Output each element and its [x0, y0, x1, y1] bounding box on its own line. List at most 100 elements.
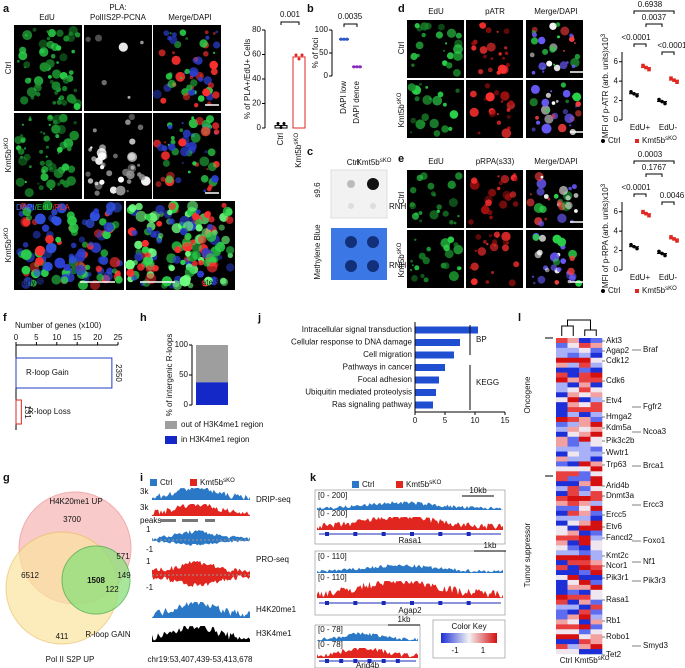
- heatmap-cell: [590, 570, 603, 576]
- heatmap-cell: [567, 545, 580, 551]
- cell-signal: [139, 174, 146, 181]
- cell-signal: [46, 179, 56, 189]
- cell-signal: [46, 40, 55, 49]
- cell-signal: [479, 22, 487, 29]
- cell-signal: [490, 57, 494, 60]
- data-point: [647, 213, 651, 218]
- cell-signal: [165, 175, 174, 184]
- heatmap-cell: [579, 535, 591, 541]
- data-point: [294, 53, 298, 57]
- cell-signal: [84, 264, 91, 270]
- cell-signal: [61, 85, 68, 92]
- cell-signal: [546, 60, 553, 67]
- heatmap-cell: [590, 397, 603, 403]
- stain-name: /PLA: [52, 203, 70, 212]
- cell-signal: [92, 128, 97, 133]
- heatmap-cell: [556, 525, 568, 531]
- heatmap-cell: [590, 496, 603, 502]
- cell-signal: [496, 70, 501, 75]
- cell-signal: [205, 35, 210, 40]
- cell-signal: [23, 147, 27, 150]
- cell-signal: [453, 242, 459, 248]
- significance-bracket: [280, 21, 300, 25]
- cell-signal: [85, 218, 95, 229]
- cell-signal: [477, 247, 487, 256]
- heatmap-cell: [590, 555, 603, 561]
- gene-label: Pik3r3: [643, 576, 666, 585]
- axis-title: % of foci: [311, 37, 320, 68]
- blot-dot: [367, 178, 379, 190]
- cell-signal: [152, 89, 162, 99]
- cell-signal: [411, 63, 415, 67]
- browser-frame: [314, 550, 506, 616]
- cell-signal: [506, 126, 510, 129]
- cell-signal: [162, 159, 170, 167]
- genotype-base: Kmt5b: [406, 480, 430, 489]
- y-tick-label: 6: [614, 207, 619, 216]
- cell-signal: [127, 152, 138, 162]
- heatmap-cell: [579, 417, 591, 423]
- cell-signal: [414, 96, 420, 102]
- cell-signal: [187, 200, 199, 212]
- cell-signal: [502, 190, 511, 200]
- x-tick-label: 10: [52, 333, 61, 342]
- heatmap-cell: [567, 466, 580, 472]
- coverage-track: [152, 488, 250, 500]
- panel-label: h: [140, 312, 147, 324]
- cell-signal: [81, 219, 88, 226]
- heatmap-cell: [567, 372, 580, 378]
- cell-signal: [500, 100, 504, 103]
- cell-signal: [453, 69, 461, 77]
- micrograph: [84, 25, 152, 111]
- heatmap-cell: [579, 500, 591, 507]
- heatmap-cell: [556, 505, 568, 512]
- genotype-base: Kmt5b: [397, 254, 406, 278]
- cell-signal: [415, 119, 426, 130]
- cell-signal: [449, 110, 459, 119]
- exon: [339, 659, 344, 663]
- data-point: [352, 65, 356, 69]
- heatmap-cell: [556, 579, 568, 586]
- axis-title: MFI of p-ATR (arb. units)x103: [601, 33, 611, 138]
- cell-signal: [169, 32, 172, 35]
- stain-name: /EdU: [35, 203, 53, 212]
- cell-signal: [172, 51, 175, 55]
- cell-signal: [552, 234, 562, 244]
- blot-dot: [345, 260, 357, 272]
- cell-signal: [448, 271, 459, 282]
- gene-label: Rb1: [606, 616, 621, 625]
- cell-signal: [552, 258, 561, 266]
- cell-signal: [195, 218, 203, 227]
- cell-signal: [498, 52, 502, 56]
- heatmap-cell: [590, 614, 603, 620]
- cell-signal: [438, 23, 445, 31]
- data-point: [632, 244, 636, 249]
- panel-label: e: [398, 153, 404, 165]
- cell-signal: [565, 195, 571, 201]
- label: 0.0003: [638, 150, 663, 159]
- cell-signal: [568, 186, 572, 191]
- cell-signal: [161, 151, 170, 161]
- cell-signal: [97, 256, 106, 264]
- cell-signal: [28, 116, 32, 119]
- label: Ctrl: [397, 192, 406, 205]
- label: -1: [146, 545, 154, 554]
- heatmap-cell: [590, 565, 603, 571]
- cell-signal: [207, 148, 216, 157]
- cell-signal: [418, 252, 426, 260]
- cell-signal: [170, 136, 175, 140]
- heatmap-cell: [556, 402, 568, 408]
- cell-signal: [47, 114, 54, 122]
- cell-signal: [532, 233, 540, 241]
- heatmap-cell: [556, 560, 568, 566]
- label: chr19:53,407,439-53,413,678: [148, 655, 254, 664]
- cell-signal: [502, 56, 506, 60]
- heatmap-cell: [590, 584, 603, 591]
- genotype-sup: sKO: [429, 479, 441, 486]
- cell-signal: [560, 82, 567, 88]
- cell-signal: [411, 264, 414, 267]
- color-key-bar: [441, 633, 497, 643]
- heatmap-cell: [579, 382, 591, 388]
- genotype-sup: sKO: [397, 242, 403, 254]
- cell-signal: [526, 198, 535, 207]
